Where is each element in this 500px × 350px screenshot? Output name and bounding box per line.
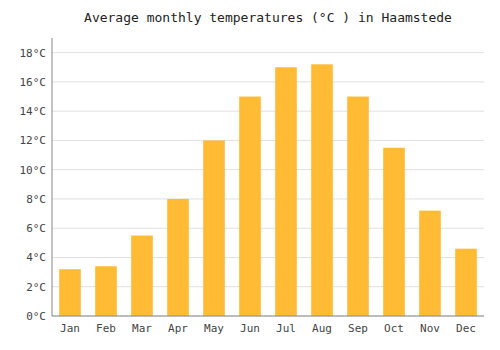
x-tick-label: Jul <box>276 322 296 335</box>
bar <box>95 266 117 316</box>
x-tick-label: Feb <box>96 322 116 335</box>
grid-line <box>52 52 484 53</box>
x-tick-label: May <box>204 322 224 335</box>
bar <box>311 64 333 316</box>
page: {"chart_data": {"type": "bar", "title": … <box>0 0 500 350</box>
bar <box>455 249 477 316</box>
bar <box>59 269 81 316</box>
x-tick-label: Jan <box>60 322 80 335</box>
x-tick-label: Oct <box>384 322 404 335</box>
grid-line <box>52 81 484 82</box>
y-tick-label: 14°C <box>20 105 47 118</box>
x-axis: Jan Feb Mar Apr May Jun Jul Aug Sep Oct Nov Dec <box>52 316 484 335</box>
y-tick-label: 16°C <box>20 76 47 89</box>
bar <box>419 211 441 316</box>
y-tick-label: 10°C <box>20 164 47 177</box>
grid-line <box>52 111 484 112</box>
bar <box>167 199 189 316</box>
chart: Average monthly temperatures (°C ) in Ha… <box>0 0 500 350</box>
bar <box>383 148 405 316</box>
grid-line <box>52 198 484 199</box>
x-tick-label: Jun <box>240 322 260 335</box>
x-axis-line <box>52 316 484 317</box>
y-tick-label: 18°C <box>20 47 47 60</box>
y-tick-label: 6°C <box>26 222 46 235</box>
bar <box>203 140 225 316</box>
bar <box>239 97 261 316</box>
bar <box>347 97 369 316</box>
x-tick-label: Apr <box>168 322 188 335</box>
bar <box>275 67 297 316</box>
y-tick-label: 8°C <box>26 193 46 206</box>
y-tick-label: 0°C <box>26 310 46 323</box>
y-tick-label: 4°C <box>26 251 46 264</box>
x-tick-label: Mar <box>132 322 152 335</box>
y-tick-label: 2°C <box>26 281 46 294</box>
y-axis-line <box>52 38 53 316</box>
grid-line <box>52 316 484 317</box>
y-tick-label: 12°C <box>20 134 47 147</box>
grid-line <box>52 169 484 170</box>
bar <box>131 236 153 316</box>
x-tick-label: Sep <box>348 322 368 335</box>
x-tick-label: Aug <box>312 322 332 335</box>
grid <box>52 53 484 316</box>
bars <box>59 64 477 316</box>
grid-line <box>52 140 484 141</box>
x-tick-label: Dec <box>456 322 476 335</box>
title: Average monthly temperatures (°C ) in Ha… <box>84 10 452 25</box>
x-tick-label: Nov <box>420 322 440 335</box>
y-axis: 0°C 2°C 4°C 6°C 8°C 10°C 12°C 14°C 16°C 18°C <box>20 38 53 323</box>
